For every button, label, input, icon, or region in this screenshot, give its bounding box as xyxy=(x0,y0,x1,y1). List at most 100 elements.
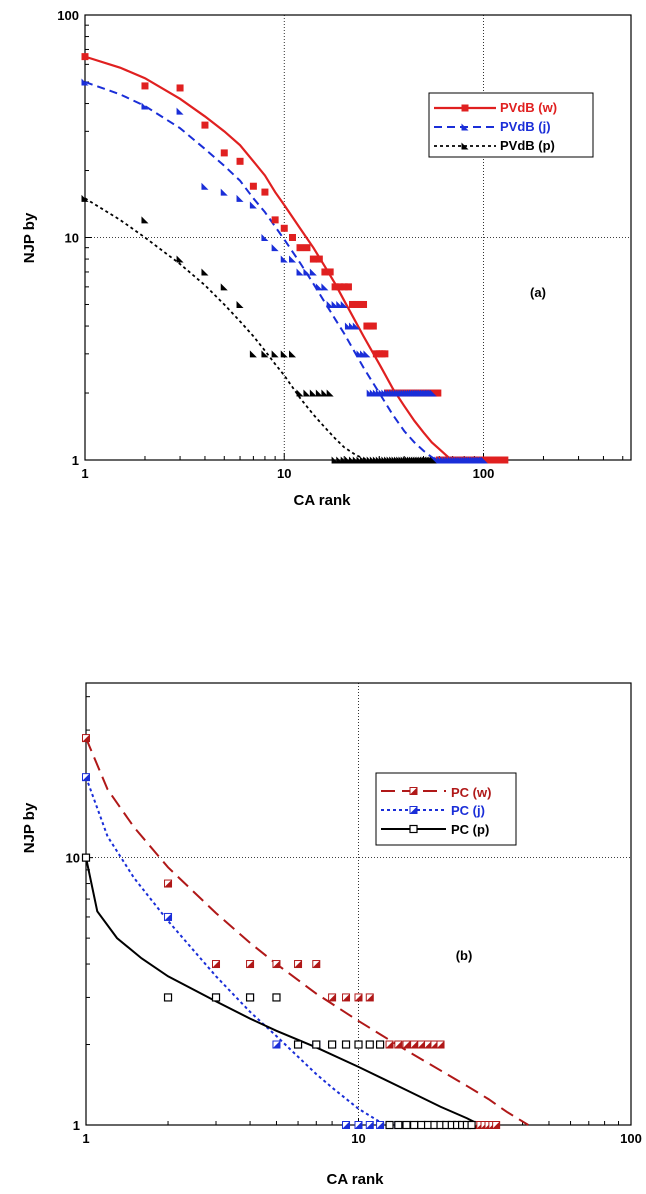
legend-box xyxy=(375,772,517,846)
series-line-2 xyxy=(84,197,368,461)
legend: PVdB (w) PVdB (j) PVdB (p) xyxy=(428,92,594,158)
data-point-s2 xyxy=(81,194,89,202)
data-point-s0 xyxy=(356,300,364,308)
data-point-s0 xyxy=(402,1040,411,1049)
data-point-s1 xyxy=(141,102,149,110)
chart-panel-b: 1 10 100 1 10 CA rank NJP by (b) PC (w) PC (… xyxy=(21,682,642,1188)
tick-labels: 1 10 100 1 10 100 xyxy=(57,8,494,481)
data-point-s2 xyxy=(354,1040,363,1049)
data-point-s1 xyxy=(342,1121,351,1129)
series-line-1 xyxy=(84,81,437,461)
data-point-s1 xyxy=(352,322,360,330)
data-point-s2 xyxy=(211,993,221,1002)
axis-ticks xyxy=(85,696,620,1126)
data-point-s1 xyxy=(429,389,437,397)
data-point-s2 xyxy=(280,350,288,358)
data-point-s0 xyxy=(312,960,321,969)
series-line-1 xyxy=(85,776,386,1126)
data-point-s1 xyxy=(201,182,209,190)
legend-marker-2 xyxy=(461,142,469,150)
data-point-s2 xyxy=(141,216,149,224)
data-markers xyxy=(81,734,501,1130)
data-point-s0 xyxy=(342,993,351,1002)
data-point-s0 xyxy=(434,389,442,397)
x-tick-label: 1 xyxy=(82,1131,89,1146)
data-point-s0 xyxy=(176,84,184,92)
data-point-s0 xyxy=(272,960,281,969)
series-line-0 xyxy=(84,55,453,461)
data-point-s0 xyxy=(81,53,89,61)
data-point-s1 xyxy=(296,268,304,276)
data-point-s0 xyxy=(220,149,228,157)
data-point-s0 xyxy=(348,300,356,308)
legend-label-pvdb-j: PVdB (j) xyxy=(500,119,551,134)
data-point-s1 xyxy=(363,350,371,358)
data-point-s0 xyxy=(354,993,363,1002)
data-point-s1 xyxy=(365,1121,374,1129)
legend-marker-0 xyxy=(409,787,418,795)
data-point-s2 xyxy=(467,1120,476,1130)
y-axis-label: NJP by xyxy=(21,212,38,263)
data-point-s2 xyxy=(327,1040,337,1049)
data-point-s1 xyxy=(82,773,90,782)
data-point-s2 xyxy=(176,255,184,263)
legend-keys xyxy=(434,104,496,150)
data-point-s0 xyxy=(164,879,173,888)
data-point-s0 xyxy=(296,244,304,252)
data-point-s2 xyxy=(271,350,279,358)
data-point-s2 xyxy=(220,283,228,291)
data-point-s2 xyxy=(402,1120,411,1130)
data-point-s1 xyxy=(376,1121,385,1129)
data-point-s0 xyxy=(271,216,279,224)
data-point-s0 xyxy=(492,1121,501,1129)
data-point-s1 xyxy=(321,283,329,291)
data-point-s1 xyxy=(315,283,323,291)
grid-lines xyxy=(85,14,631,460)
data-point-s1 xyxy=(480,456,488,464)
legend-label-pvdb-p: PVdB (p) xyxy=(500,138,555,153)
data-point-s2 xyxy=(249,350,257,358)
data-point-s2 xyxy=(288,350,296,358)
x-tick-label: 100 xyxy=(473,466,495,481)
x-axis-label: CA rank xyxy=(294,492,352,509)
data-point-s1 xyxy=(272,1040,281,1049)
x-tick-label: 10 xyxy=(277,466,291,481)
data-point-s2 xyxy=(394,1120,403,1130)
y-tick-label: 100 xyxy=(57,8,79,23)
legend-marker-1 xyxy=(409,806,418,814)
y-tick-label: 1 xyxy=(72,453,79,468)
data-point-s2 xyxy=(163,993,173,1002)
y-tick-label: 1 xyxy=(73,1118,80,1133)
data-point-s1 xyxy=(303,268,311,276)
data-point-s1 xyxy=(261,234,269,241)
legend-keys xyxy=(381,787,446,834)
data-point-s0 xyxy=(340,283,348,291)
tick-labels: 1 10 100 1 10 xyxy=(66,851,642,1146)
legend-label-pc-p: PC (p) xyxy=(451,822,489,837)
data-point-s0 xyxy=(236,157,244,165)
data-point-s0 xyxy=(280,224,288,232)
data-point-s0 xyxy=(501,456,509,464)
x-tick-label: 10 xyxy=(351,1131,365,1146)
x-axis-label: CA rank xyxy=(327,1171,385,1188)
series-line-2 xyxy=(85,857,481,1126)
legend-label-pvdb-w: PVdB (w) xyxy=(500,100,557,115)
data-point-s2 xyxy=(417,1120,426,1130)
data-point-s0 xyxy=(360,300,368,308)
data-point-s0 xyxy=(309,255,317,263)
panel-label: (b) xyxy=(456,948,473,963)
chart-panel-a: 1 10 100 1 10 100 CA rank NJP by (a) PVdB (w)… xyxy=(21,8,632,509)
data-point-s0 xyxy=(82,734,90,743)
data-point-s0 xyxy=(352,300,360,308)
data-point-s0 xyxy=(417,1040,426,1049)
data-point-s1 xyxy=(249,201,257,209)
data-point-s1 xyxy=(340,300,348,308)
data-point-s2 xyxy=(365,1040,374,1049)
data-point-s1 xyxy=(280,255,288,263)
legend: PC (w) PC (j) PC (p) xyxy=(375,772,517,846)
data-point-s2 xyxy=(245,993,255,1002)
data-point-s0 xyxy=(385,1040,394,1049)
data-point-s0 xyxy=(141,82,149,90)
data-point-s1 xyxy=(309,268,317,276)
data-point-s2 xyxy=(303,389,311,397)
